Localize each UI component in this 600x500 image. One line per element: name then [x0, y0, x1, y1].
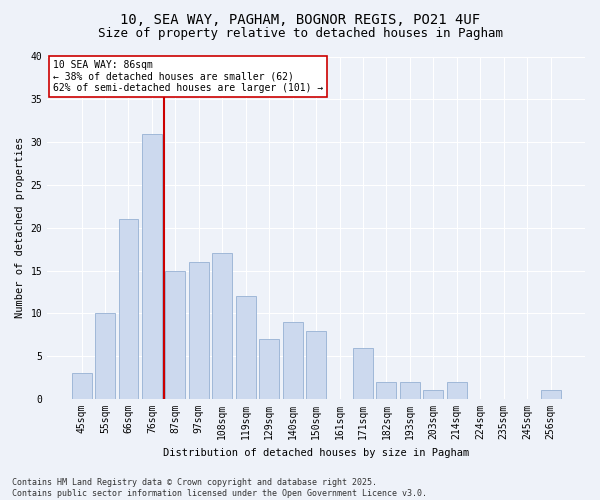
Bar	[119, 219, 139, 399]
Bar	[166, 270, 185, 399]
Bar	[353, 348, 373, 399]
Bar	[95, 314, 115, 399]
Text: Size of property relative to detached houses in Pagham: Size of property relative to detached ho…	[97, 28, 503, 40]
X-axis label: Distribution of detached houses by size in Pagham: Distribution of detached houses by size …	[163, 448, 469, 458]
Text: 10, SEA WAY, PAGHAM, BOGNOR REGIS, PO21 4UF: 10, SEA WAY, PAGHAM, BOGNOR REGIS, PO21 …	[120, 12, 480, 26]
Bar	[71, 374, 92, 399]
Bar	[283, 322, 302, 399]
Bar	[424, 390, 443, 399]
Bar	[236, 296, 256, 399]
Bar	[541, 390, 560, 399]
Bar	[142, 134, 162, 399]
Bar	[189, 262, 209, 399]
Bar	[306, 330, 326, 399]
Bar	[376, 382, 397, 399]
Bar	[447, 382, 467, 399]
Bar	[212, 254, 232, 399]
Text: 10 SEA WAY: 86sqm
← 38% of detached houses are smaller (62)
62% of semi-detached: 10 SEA WAY: 86sqm ← 38% of detached hous…	[53, 60, 323, 93]
Bar	[400, 382, 420, 399]
Y-axis label: Number of detached properties: Number of detached properties	[15, 137, 25, 318]
Text: Contains HM Land Registry data © Crown copyright and database right 2025.
Contai: Contains HM Land Registry data © Crown c…	[12, 478, 427, 498]
Bar	[259, 339, 279, 399]
